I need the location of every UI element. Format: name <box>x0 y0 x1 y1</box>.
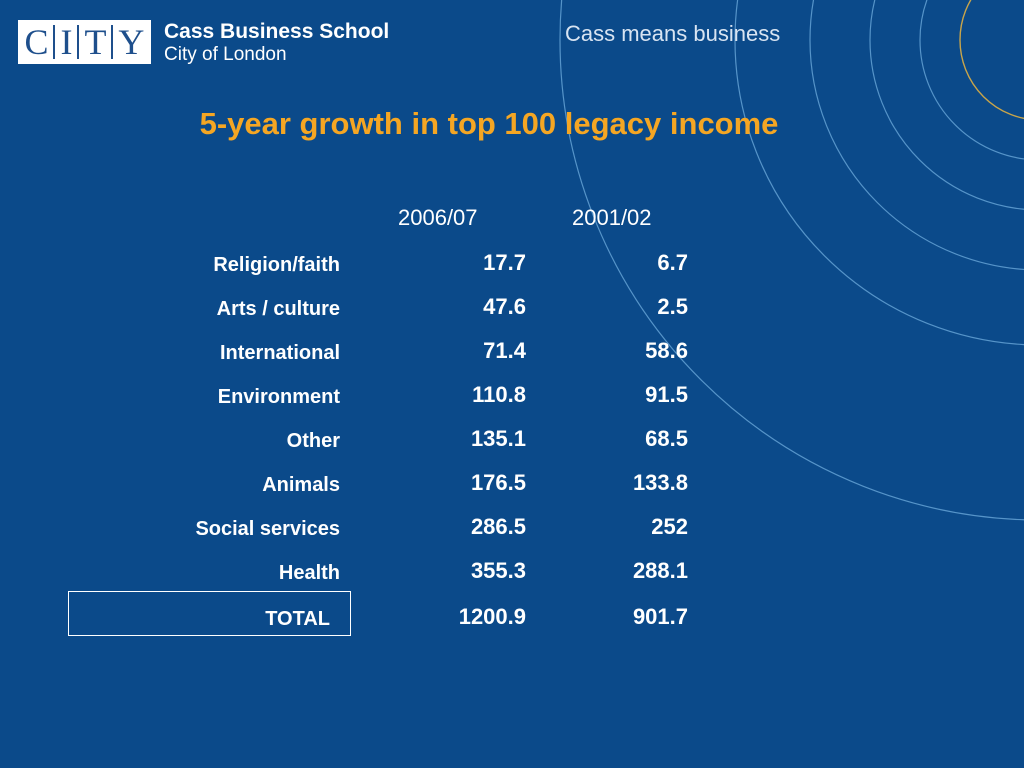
slide-title: 5-year growth in top 100 legacy income <box>199 106 779 141</box>
logo-letter-y: Y <box>118 22 145 62</box>
school-name: Cass Business School <box>164 20 390 43</box>
cell-social-services-2006: 286.5 <box>470 514 526 539</box>
logo-divider <box>53 25 56 59</box>
cell-health-2006: 355.3 <box>470 558 526 583</box>
row-label-environment: Environment <box>217 386 340 408</box>
cell-social-services-2001: 252 <box>651 514 688 539</box>
row-label-religion: Religion/faith <box>213 254 340 276</box>
cell-international-2006: 71.4 <box>483 338 526 363</box>
cell-health-2001: 288.1 <box>632 558 688 583</box>
arc-2 <box>734 0 1024 346</box>
cell-environment-2001: 91.5 <box>645 382 688 407</box>
column-header-2006: 2006/07 <box>398 205 478 230</box>
cell-other-2006: 135.1 <box>470 426 526 451</box>
cell-arts-2006: 47.6 <box>483 294 526 319</box>
arc-gold <box>959 0 1024 120</box>
cell-arts-2001: 2.5 <box>657 294 688 319</box>
row-label-international: International <box>219 342 340 364</box>
logo-letter-i: I <box>60 22 73 62</box>
row-label-social-services: Social services <box>195 518 340 540</box>
cell-animals-2001: 133.8 <box>632 470 688 495</box>
school-subtitle: City of London <box>164 44 287 65</box>
logo-letter-t: T <box>84 22 107 62</box>
cell-total-2006: 1200.9 <box>458 604 526 629</box>
logo-divider <box>77 25 80 59</box>
row-label-animals: Animals <box>262 474 340 496</box>
logo-divider <box>111 25 114 59</box>
city-logo: C I T Y <box>18 20 151 64</box>
cell-total-2001: 901.7 <box>632 604 688 629</box>
arc-4 <box>869 0 1024 210</box>
logo-letter-c: C <box>24 22 49 62</box>
cell-animals-2006: 176.5 <box>470 470 526 495</box>
cell-other-2001: 68.5 <box>645 426 688 451</box>
row-label-arts: Arts / culture <box>216 298 340 320</box>
cell-international-2001: 58.6 <box>645 338 688 363</box>
row-label-total: TOTAL <box>265 608 330 630</box>
cell-environment-2006: 110.8 <box>472 382 526 407</box>
row-label-other: Other <box>286 430 340 452</box>
column-header-2001: 2001/02 <box>572 205 652 230</box>
tagline: Cass means business <box>565 21 781 46</box>
cell-religion-2006: 17.7 <box>483 250 526 275</box>
cell-religion-2001: 6.7 <box>657 250 688 275</box>
row-label-health: Health <box>278 562 340 584</box>
total-label-box <box>68 591 351 636</box>
